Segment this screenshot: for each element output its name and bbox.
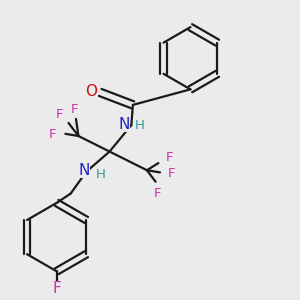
Text: F: F [166,151,173,164]
Text: F: F [52,281,61,296]
Text: N: N [119,117,130,132]
Text: F: F [56,108,64,122]
Text: F: F [154,187,161,200]
Text: O: O [85,84,97,99]
Text: F: F [49,128,57,141]
Text: H: H [96,168,106,182]
Text: F: F [168,167,176,180]
Text: F: F [70,103,78,116]
Text: H: H [135,119,145,132]
Text: N: N [79,163,90,178]
